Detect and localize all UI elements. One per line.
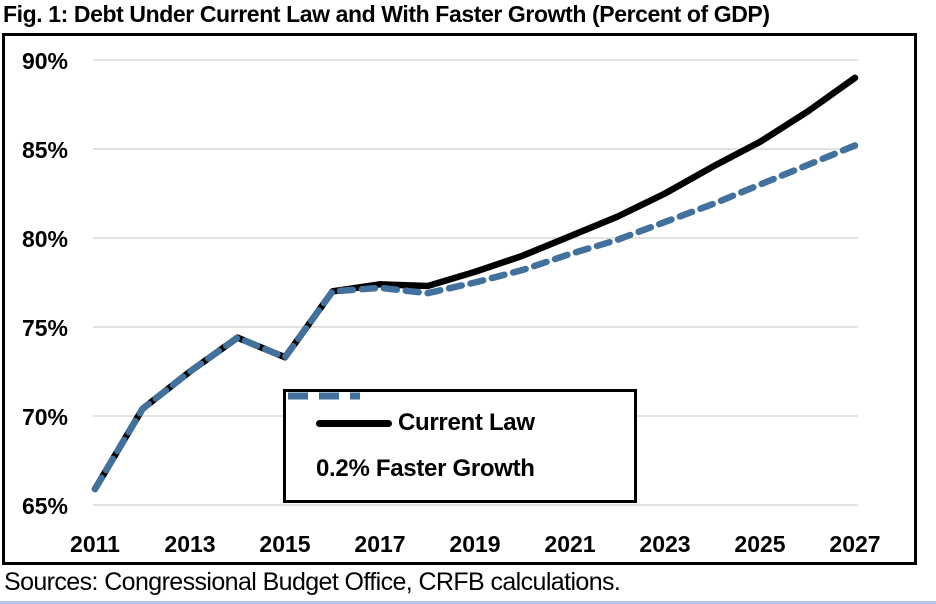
x-tick-label-2023: 2023 [639,531,690,557]
faster-growth-line-swatch [288,392,360,400]
current-law-line-swatch [316,419,392,427]
y-tick-label-70: 70% [22,404,68,430]
x-tick-label-2019: 2019 [449,531,500,557]
x-tick-label-2011: 2011 [70,531,120,557]
x-tick-label-2013: 2013 [164,531,215,557]
x-tick-label-2027: 2027 [829,531,880,557]
chart-title: Fig. 1: Debt Under Current Law and With … [3,1,770,27]
series-line-current-law [91,74,859,493]
series-line-0-2-faster-growth [91,142,859,493]
y-tick-label-80: 80% [22,226,68,252]
bottom-divider [0,601,936,604]
source-citation: Sources: Congressional Budget Office, CR… [4,568,621,596]
legend-label-faster-growth: 0.2% Faster Growth [316,454,535,482]
y-tick-label-65: 65% [22,493,68,519]
legend-label-current-law: Current Law [398,409,535,437]
x-tick-label-2017: 2017 [354,531,405,557]
legend-item-current-law: Current Law [316,409,634,437]
chart-legend: Current Law 0.2% Faster Growth [283,389,637,503]
y-tick-label-75: 75% [22,315,68,341]
y-tick-label-85: 85% [22,137,68,163]
legend-item-faster-growth: 0.2% Faster Growth [288,392,634,483]
chart-frame: 65% 70% 75% 80% 85% 90% 2011 2013 2015 2017 2019 20… [2,33,917,565]
x-tick-label-2015: 2015 [259,531,310,557]
chart-svg: 65% 70% 75% 80% 85% 90% 2011 2013 2015 2017 2019 20… [22,48,881,557]
x-tick-label-2021: 2021 [544,531,595,557]
x-tick-label-2025: 2025 [734,531,785,557]
y-tick-label-90: 90% [22,48,68,74]
